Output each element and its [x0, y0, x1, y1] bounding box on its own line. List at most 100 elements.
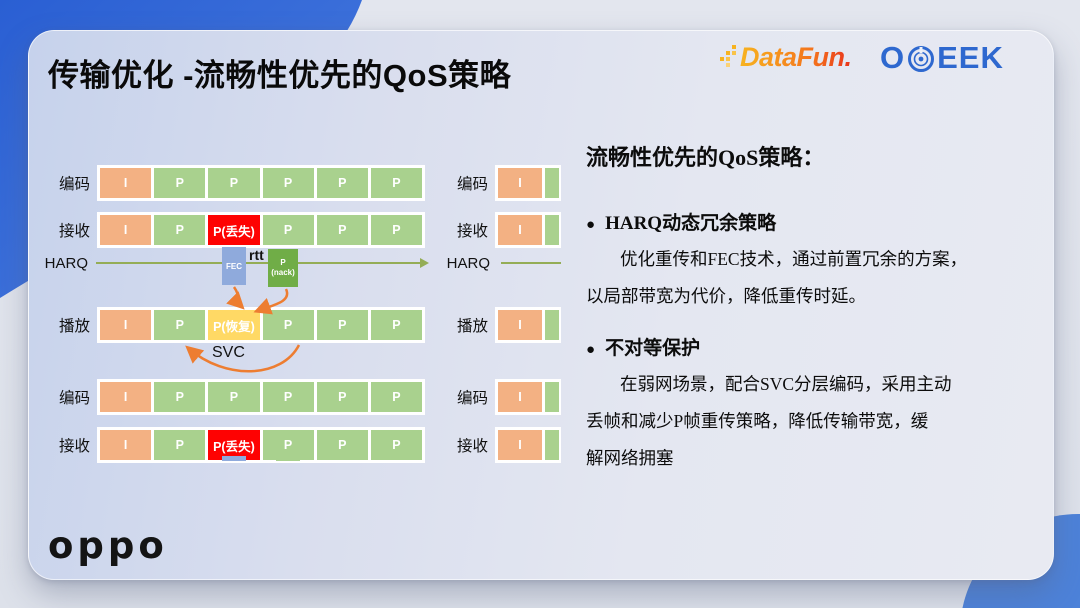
frame-strip: I P P(恢复) P P P	[97, 307, 425, 343]
bullet-unequal-protection: ● 不对等保护	[586, 333, 1038, 360]
frame-strip: I	[495, 212, 561, 248]
frame-cell	[545, 168, 559, 198]
frame-cell: I	[100, 310, 152, 340]
ogeek-g-icon	[908, 46, 935, 72]
frame-cell: P	[370, 382, 423, 412]
bullet-title: HARQ动态冗余策略	[605, 213, 777, 234]
bullet-unequal-body: 在弱网场景，配合SVC分层编码，采用主动丢帧和减少P帧重传策略，降低传输带宽，缓…	[586, 366, 1038, 477]
receive-row-2: 接收 I P P(丢失) P P P	[40, 427, 425, 463]
frame-cell	[545, 310, 559, 340]
bullet-marker: ●	[586, 342, 596, 358]
row-label: 编码	[456, 176, 488, 193]
mini-receive-row-2: 接收 I	[438, 427, 561, 463]
frame-cell: P	[154, 310, 206, 340]
row-label: 接收	[456, 438, 488, 455]
svc-label: SVC	[212, 344, 245, 361]
clipped-nack-sliver	[276, 456, 300, 461]
playback-row: 播放 I P P(恢复) P P P	[40, 307, 425, 343]
frame-cell: P	[262, 310, 314, 340]
row-label: 接收	[58, 223, 90, 240]
frame-cell: P	[370, 215, 423, 245]
frame-cell: P	[208, 382, 260, 412]
frame-cell: P	[154, 215, 206, 245]
frame-cell: I	[100, 168, 152, 198]
qos-strategy-panel: 流畅性优先的QoS策略： ● HARQ动态冗余策略 优化重传和FEC技术，通过前…	[586, 140, 1038, 477]
bullet-marker: ●	[586, 217, 596, 233]
nack-box: P (nack)	[268, 249, 298, 287]
row-label: 编码	[456, 390, 488, 407]
bullet-harq-body: 优化重传和FEC技术，通过前置冗余的方案， 以局部带宽为代价，降低重传时延。	[586, 241, 1038, 315]
datafun-logo: DataFun.	[720, 42, 852, 73]
frame-strip: I P P(丢失) P P P	[97, 212, 425, 248]
frame-cell: P	[262, 430, 314, 460]
ogeek-logo-prefix: O	[880, 40, 906, 75]
frame-cell: P(丢失)	[208, 430, 260, 460]
mini-encode-row-2: 编码 I	[438, 379, 561, 415]
nack-box-sub: (nack)	[271, 268, 295, 277]
frame-cell: I	[498, 168, 542, 198]
panel-heading: 流畅性优先的QoS策略：	[586, 145, 825, 170]
row-label: 接收	[456, 223, 488, 240]
frame-cell: P	[370, 430, 423, 460]
frame-cell: I	[100, 430, 152, 460]
mini-receive-row-1: 接收 I	[438, 212, 561, 248]
frame-cell: P	[370, 310, 423, 340]
frame-cell	[545, 215, 559, 245]
row-label: 接收	[58, 438, 90, 455]
row-label: 播放	[456, 318, 488, 335]
frame-cell: P(恢复)	[208, 310, 260, 340]
frame-strip: I	[495, 307, 561, 343]
ogeek-logo: O EEK	[880, 40, 1004, 76]
frame-cell: P	[316, 215, 368, 245]
frame-strip: I	[495, 427, 561, 463]
frame-strip: I	[495, 379, 561, 415]
mini-harq-timeline	[501, 262, 561, 264]
nack-box-p: P	[280, 258, 286, 268]
frame-cell: P	[262, 215, 314, 245]
body-line: 在弱网场景，配合SVC分层编码，采用主动	[620, 374, 952, 394]
ogeek-logo-suffix: EEK	[937, 40, 1004, 75]
row-label: 编码	[58, 176, 90, 193]
frame-cell: P	[154, 168, 206, 198]
frame-strip: I P P(丢失) P P P	[97, 427, 425, 463]
oppo-logo: oppo	[48, 524, 168, 567]
frame-strip: I	[495, 165, 561, 201]
frame-cell: I	[100, 215, 152, 245]
datafun-logo-text: DataFun.	[740, 42, 852, 72]
frame-cell: I	[498, 430, 542, 460]
body-line: 以局部带宽为代价，降低重传时延。	[586, 286, 866, 306]
frame-cell: P	[154, 430, 206, 460]
mini-playback-row: 播放 I	[438, 307, 561, 343]
frame-cell: P(丢失)	[208, 215, 260, 245]
frame-cell: I	[100, 382, 152, 412]
bullet-title: 不对等保护	[605, 338, 701, 359]
frame-cell: P	[370, 168, 423, 198]
bullet-harq: ● HARQ动态冗余策略	[586, 208, 1038, 235]
datafun-dots-icon	[720, 44, 736, 67]
harq-arrowhead	[420, 258, 429, 268]
frame-cell: P	[154, 382, 206, 412]
body-line: 解网络拥塞	[586, 448, 674, 468]
frame-cell: P	[316, 430, 368, 460]
frame-cell: I	[498, 215, 542, 245]
frame-cell	[545, 430, 559, 460]
fec-box: FEC	[222, 247, 246, 285]
harq-label: HARQ	[44, 255, 88, 272]
mini-harq-label: HARQ	[446, 255, 490, 272]
receive-row-1: 接收 I P P(丢失) P P P	[40, 212, 425, 248]
frame-cell	[545, 382, 559, 412]
frame-cell: P	[316, 382, 368, 412]
harq-timeline	[96, 262, 421, 264]
frame-cell: I	[498, 382, 542, 412]
frame-cell: P	[316, 168, 368, 198]
body-line: 丢帧和减少P帧重传策略，降低传输带宽，缓	[586, 411, 929, 431]
row-label: 编码	[58, 390, 90, 407]
row-label: 播放	[58, 318, 90, 335]
slide-card	[28, 30, 1054, 580]
rtt-label: rtt	[249, 247, 264, 263]
